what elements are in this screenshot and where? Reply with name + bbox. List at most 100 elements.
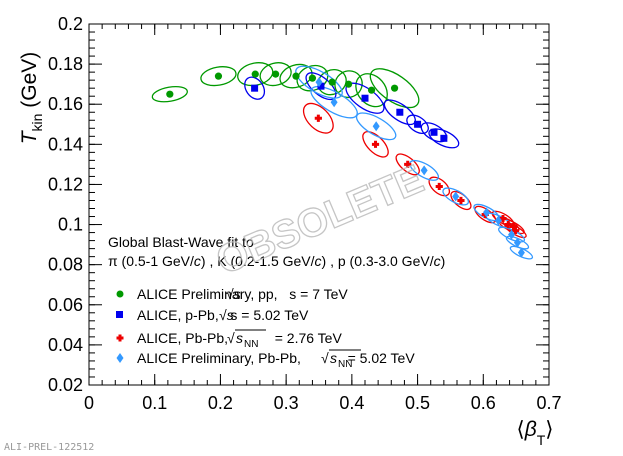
data-point-pbpb-276tev [504, 220, 512, 229]
x-tick-label: 0.6 [471, 393, 496, 413]
data-point-pp-7tev [308, 74, 317, 82]
error-ellipse [406, 114, 429, 135]
error-ellipse [442, 187, 470, 206]
legend-label-pbpb-276tev: ALICE, Pb-Pb, = 2.76 TeV [137, 330, 342, 346]
data-point-ppb-502tev [414, 120, 422, 128]
data-point-ppb-502tev [396, 108, 404, 116]
y-tick-label: 0.08 [48, 255, 83, 275]
x-axis-title: ⟨βT⟩ [517, 418, 554, 448]
data-point-pbpb-502tev [372, 121, 380, 132]
data-point-pbpb-276tev [435, 182, 443, 191]
error-ellipse [395, 153, 420, 176]
data-point-pbpb-276tev [314, 114, 322, 122]
x-tick-label: 0.3 [274, 393, 299, 413]
error-ellipse [428, 176, 451, 197]
data-point-pbpb-502tev [315, 77, 323, 88]
svg-text:s: s [330, 350, 337, 366]
error-ellipse [362, 131, 389, 158]
y-tick-label: 0.1 [58, 215, 83, 235]
x-tick-label: 0.2 [208, 393, 233, 413]
data-point-ppb-502tev [430, 128, 438, 136]
data-point-pp-7tev [390, 84, 399, 92]
y-axis-title: Tkin (GeV) [18, 52, 45, 145]
data-point-pbpb-276tev [511, 226, 520, 235]
data-point-pbpb-276tev [371, 140, 380, 148]
x-tick-label: 0 [84, 393, 94, 413]
x-tick-label: 0.7 [536, 393, 561, 413]
data-point-ppb-502tev [251, 84, 259, 92]
error-ellipse [428, 128, 460, 149]
data-point-pbpb-502tev [420, 165, 428, 176]
y-tick-label: 0.16 [48, 94, 83, 114]
figure-id-label: ALI-PREL-122512 [4, 442, 94, 453]
annotation-line-1: Global Blast-Wave fit to [108, 234, 254, 250]
data-point-pp-7tev [251, 70, 259, 78]
data-point-pbpb-502tev [508, 229, 516, 240]
x-tick-label: 0.1 [142, 393, 167, 413]
y-tick-label: 0.2 [58, 14, 83, 34]
legend-marker-pp-7tev [116, 290, 124, 298]
error-ellipse [200, 66, 237, 87]
data-point-pp-7tev [328, 78, 336, 86]
data-point-pbpb-502tev [494, 215, 502, 226]
y-tick-label: 0.12 [48, 174, 83, 194]
legend-label-pbpb-502tev: ALICE Preliminary, Pb-Pb, = 5.02 TeV [137, 350, 415, 366]
legend-marker-pbpb-276tev [116, 334, 124, 342]
data-point-pbpb-276tev [499, 214, 507, 223]
error-ellipses-layer [151, 62, 534, 260]
svg-text:NN: NN [244, 339, 258, 350]
svg-text:NN: NN [338, 359, 352, 370]
data-point-pbpb-276tev [457, 196, 465, 205]
y-tick-label: 0.06 [48, 295, 83, 315]
svg-text:√: √ [227, 330, 235, 346]
y-tick-label: 0.02 [48, 375, 83, 395]
data-point-ppb-502tev [361, 94, 369, 102]
plot-frame [88, 23, 550, 386]
data-point-ppb-502tev [440, 134, 448, 142]
legend-marker-ppb-502tev [116, 311, 123, 318]
y-tick-label: 0.18 [48, 54, 83, 74]
sqrt-snn-pbpb-502: √ s NN [321, 349, 361, 370]
data-point-pbpb-276tev [404, 160, 412, 168]
error-ellipse [334, 70, 363, 99]
legend-label-pp-7tev: ALICE Preliminary, pp, s = 7 TeV [137, 286, 348, 302]
error-ellipse [509, 245, 534, 260]
data-point-pp-7tev [214, 72, 223, 80]
data-point-pp-7tev [166, 90, 174, 98]
markers-layer [166, 70, 525, 258]
error-ellipse [259, 62, 292, 87]
data-point-pp-7tev [292, 72, 300, 80]
error-ellipse [409, 159, 440, 181]
x-tick-label: 0.4 [339, 393, 364, 413]
data-point-pp-7tev [367, 86, 376, 94]
legend-label-ppb-502tev: ALICE, p-Pb, s = 5.02 TeV [137, 307, 309, 323]
sqrt-symbol-pp: √s [226, 286, 241, 302]
data-point-pp-7tev [344, 80, 353, 88]
error-ellipse [355, 112, 397, 141]
data-point-pp-7tev [272, 70, 280, 78]
svg-text:√: √ [321, 350, 329, 366]
tick-labels-layer: 0 0.1 0.2 0.3 0.4 0.5 0.6 0.7 0.02 0.04 0.06 0.08 0.… [48, 14, 562, 413]
data-point-pbpb-502tev [330, 97, 338, 108]
error-ellipse [369, 68, 420, 109]
data-point-pbpb-276tev [509, 222, 518, 231]
data-point-pbpb-502tev [483, 207, 491, 218]
axes-layer [88, 23, 550, 386]
data-point-pbpb-502tev [513, 237, 521, 248]
data-point-pbpb-502tev [517, 247, 525, 258]
x-tick-label: 0.5 [405, 393, 430, 413]
data-point-pbpb-502tev [452, 191, 460, 202]
data-point-ppb-502tev [317, 82, 325, 90]
y-tick-label: 0.14 [48, 134, 83, 154]
sqrt-snn-pbpb-276: √ s NN [227, 329, 266, 350]
error-ellipse [244, 76, 266, 100]
error-ellipse [302, 102, 334, 134]
legend-marker-pbpb-502tev [116, 353, 124, 363]
y-tick-label: 0.04 [48, 335, 83, 355]
svg-text:s: s [236, 330, 243, 346]
annotation-line-2: π (0.5-1 GeV/c) , K (0.2-1.5 GeV/c) , p … [108, 253, 445, 269]
legend: ALICE Preliminary, pp, s = 7 TeV ALICE, … [116, 286, 415, 370]
sqrt-symbol-ppb: √s [219, 307, 234, 323]
error-ellipse [151, 85, 188, 103]
